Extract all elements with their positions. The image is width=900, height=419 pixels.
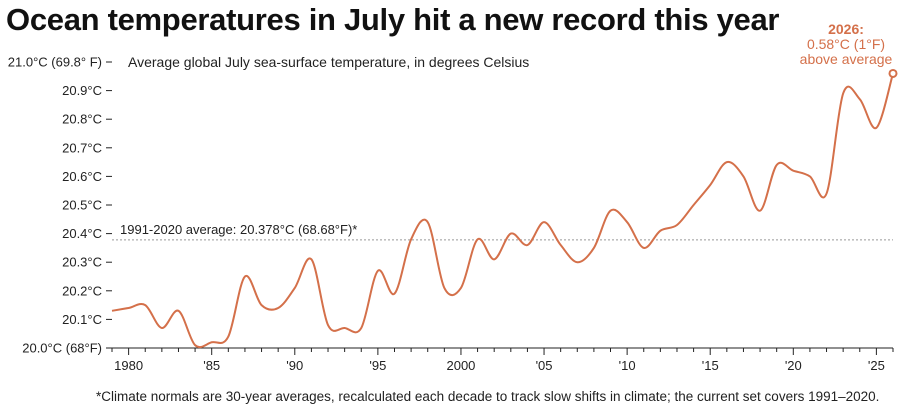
- data-point: [344, 327, 346, 329]
- data-point: [626, 221, 628, 223]
- data-point: [826, 193, 828, 195]
- data-point: [776, 164, 778, 166]
- data-point: [493, 258, 495, 260]
- annotation-line: 2026:: [828, 21, 864, 37]
- data-point: [211, 341, 213, 343]
- x-tick-label: 2000: [446, 358, 475, 373]
- series-line: [111, 73, 894, 349]
- data-point: [875, 127, 877, 129]
- data-point: [742, 175, 744, 177]
- data-point: [227, 336, 229, 338]
- data-point: [261, 304, 263, 306]
- series-points: [111, 72, 894, 346]
- y-tick-label: 20.4°C: [62, 226, 102, 241]
- data-point: [643, 247, 645, 249]
- data-point: [510, 233, 512, 235]
- latest-annotation: 2026: 0.58°C (1°F) above average: [800, 21, 893, 67]
- data-point: [576, 261, 578, 263]
- average-reference-label: 1991-2020 average: 20.378°C (68.68°F)*: [120, 222, 357, 237]
- y-tick-label: 20.3°C: [62, 255, 102, 270]
- data-point: [859, 98, 861, 100]
- data-point: [792, 170, 794, 172]
- data-point: [144, 304, 146, 306]
- y-axis-ticks: 20.0°C (68°F) 20.1°C 20.2°C 20.3°C 20.4°C 20.…: [8, 55, 112, 356]
- data-point: [560, 244, 562, 246]
- x-tick-label: '10: [619, 358, 636, 373]
- data-point: [676, 224, 678, 226]
- chart-title: Ocean temperatures in July hit a new rec…: [6, 2, 780, 37]
- x-axis-ticks: 1980 '85 '90 '95 2000 '05 '10 '15 '20 '25: [111, 347, 894, 373]
- data-point: [759, 210, 761, 212]
- data-point: [427, 221, 429, 223]
- latest-point-marker: [888, 68, 898, 78]
- data-point: [327, 324, 329, 326]
- y-tick-label: 20.0°C (68°F): [22, 341, 102, 356]
- data-point: [593, 247, 595, 249]
- data-point: [111, 310, 113, 312]
- data-point: [310, 258, 312, 260]
- annotation-line: above average: [800, 51, 893, 67]
- x-tick-label: '95: [369, 358, 386, 373]
- x-tick-label: '25: [868, 358, 885, 373]
- data-point: [161, 327, 163, 329]
- x-tick-label: 1980: [114, 358, 143, 373]
- data-point: [244, 276, 246, 278]
- data-point: [177, 310, 179, 312]
- y-tick-label: 20.7°C: [62, 140, 102, 155]
- x-tick-label: '20: [785, 358, 802, 373]
- data-point: [659, 230, 661, 232]
- data-point: [842, 92, 844, 94]
- data-point: [410, 238, 412, 240]
- data-point: [128, 307, 130, 309]
- y-tick-label: 20.9°C: [62, 83, 102, 98]
- footnote: *Climate normals are 30-year averages, r…: [96, 389, 880, 404]
- data-point: [277, 307, 279, 309]
- y-tick-label: 20.1°C: [62, 312, 102, 327]
- y-tick-label: 20.8°C: [62, 112, 102, 127]
- chart-subtitle: Average global July sea-surface temperat…: [128, 54, 530, 70]
- y-tick-label: 20.6°C: [62, 169, 102, 184]
- data-point: [809, 175, 811, 177]
- data-point: [443, 287, 445, 289]
- data-point: [543, 221, 545, 223]
- x-tick-label: '15: [702, 358, 719, 373]
- data-point: [360, 327, 362, 329]
- data-point: [194, 344, 196, 346]
- y-tick-label: 20.2°C: [62, 283, 102, 298]
- data-point: [460, 287, 462, 289]
- x-tick-label: '90: [286, 358, 303, 373]
- data-point: [726, 161, 728, 163]
- data-point: [377, 270, 379, 272]
- annotation-line: 0.58°C (1°F): [807, 36, 885, 52]
- data-point: [477, 238, 479, 240]
- data-point: [526, 244, 528, 246]
- data-point: [709, 184, 711, 186]
- y-tick-label: 21.0°C (69.8° F): [8, 55, 102, 70]
- data-point: [610, 210, 612, 212]
- y-tick-label: 20.5°C: [62, 198, 102, 213]
- data-point: [693, 204, 695, 206]
- x-tick-label: '85: [203, 358, 220, 373]
- data-point: [294, 287, 296, 289]
- data-point: [393, 293, 395, 295]
- x-tick-label: '05: [536, 358, 553, 373]
